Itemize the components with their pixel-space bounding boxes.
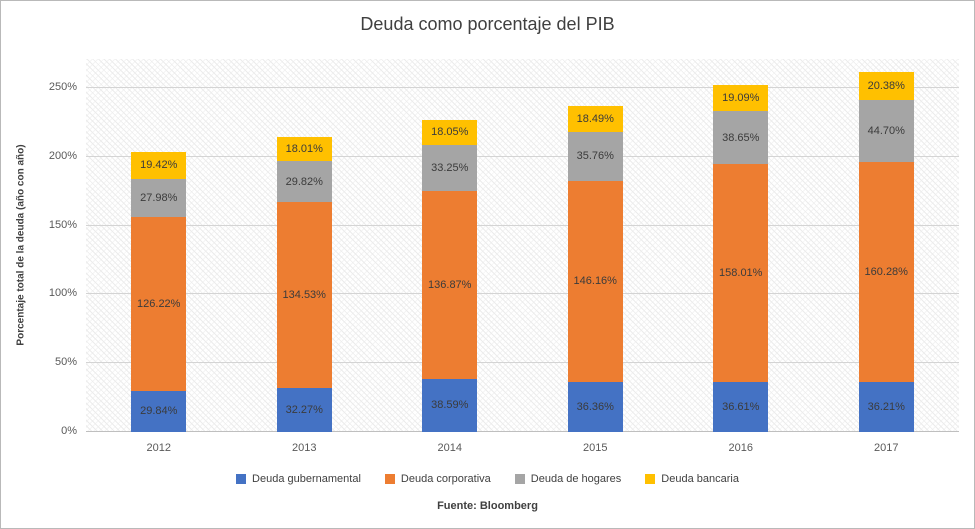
gridline bbox=[86, 362, 959, 364]
segment-data-label: 136.87% bbox=[428, 278, 472, 291]
segment-data-label: 18.05% bbox=[431, 126, 469, 139]
segment-data-label: 160.28% bbox=[864, 265, 908, 278]
chart-title: Deuda como porcentaje del PIB bbox=[360, 14, 615, 34]
legend-label: Deuda corporativa bbox=[400, 473, 491, 485]
bar-segment: 18.49% bbox=[567, 106, 623, 132]
bar-segment: 160.28% bbox=[858, 161, 914, 383]
segment-data-label: 36.21% bbox=[867, 401, 905, 414]
segment-data-label: 134.53% bbox=[282, 289, 326, 302]
y-tick-label: 150% bbox=[48, 218, 77, 231]
segment-data-label: 18.49% bbox=[576, 112, 614, 125]
legend-item: Deuda de hogares bbox=[514, 473, 622, 485]
source-note: Fuente: Bloomberg bbox=[437, 500, 538, 512]
bar-segment: 35.76% bbox=[567, 131, 623, 181]
bar-segment: 18.01% bbox=[276, 136, 332, 162]
x-tick-label: 2012 bbox=[146, 442, 171, 454]
segment-data-label: 38.59% bbox=[431, 399, 469, 412]
x-tick-label: 2017 bbox=[874, 442, 899, 454]
x-tick-label: 2013 bbox=[292, 442, 317, 454]
segment-data-label: 18.01% bbox=[285, 143, 323, 156]
bar-2015: 36.36% 146.16% 35.76% 18.49% bbox=[567, 106, 623, 432]
y-tick-label: 100% bbox=[48, 287, 77, 300]
segment-data-label: 20.38% bbox=[867, 80, 905, 93]
segment-data-label: 38.65% bbox=[722, 131, 760, 144]
legend-label: Deuda de hogares bbox=[530, 473, 622, 485]
segment-data-label: 29.82% bbox=[285, 175, 323, 188]
gridline bbox=[86, 431, 959, 432]
bar-segment: 18.05% bbox=[422, 119, 478, 145]
legend-marker-icon bbox=[645, 474, 656, 484]
legend-label: Deuda bancaria bbox=[661, 473, 739, 485]
y-axis-label: Porcentaje total de la deuda (año con añ… bbox=[15, 144, 27, 346]
plot-area: 29.84% 126.22% 27.98% 19.42% 32.27% 134.53% 29… bbox=[86, 59, 959, 432]
bar-segment: 20.38% bbox=[858, 72, 914, 101]
x-tick-label: 2016 bbox=[728, 442, 753, 454]
bar-segment: 126.22% bbox=[131, 217, 187, 391]
bar-segment: 136.87% bbox=[422, 190, 478, 379]
y-tick-label: 0% bbox=[61, 425, 77, 437]
bar-segment: 36.61% bbox=[713, 381, 769, 432]
bar-segment: 36.36% bbox=[567, 381, 623, 432]
bar-segment: 29.84% bbox=[131, 390, 187, 432]
y-tick-label: 200% bbox=[48, 149, 77, 162]
bar-2014: 38.59% 136.87% 33.25% 18.05% bbox=[422, 119, 478, 432]
bar-segment: 19.09% bbox=[713, 84, 769, 111]
segment-data-label: 27.98% bbox=[140, 191, 178, 204]
segment-data-label: 33.25% bbox=[431, 161, 469, 174]
segment-data-label: 29.84% bbox=[140, 405, 178, 418]
legend-item: Deuda corporativa bbox=[384, 473, 491, 485]
segment-data-label: 44.70% bbox=[867, 124, 905, 137]
bar-segment: 19.42% bbox=[131, 152, 187, 179]
bar-segment: 44.70% bbox=[858, 100, 914, 162]
segment-data-label: 19.09% bbox=[722, 91, 760, 104]
x-tick-label: 2014 bbox=[437, 442, 462, 454]
bar-segment: 32.27% bbox=[276, 387, 332, 432]
bar-2016: 36.61% 158.01% 38.65% 19.09% bbox=[713, 84, 769, 432]
bar-segment: 27.98% bbox=[131, 178, 187, 218]
legend-item: Deuda bancaria bbox=[645, 473, 739, 485]
gridline bbox=[86, 293, 959, 295]
bar-segment: 29.82% bbox=[276, 161, 332, 203]
bar-segment: 38.59% bbox=[422, 378, 478, 432]
legend: Deuda gubernamental Deuda corporativa Deud… bbox=[1, 473, 974, 485]
y-tick-label: 250% bbox=[48, 80, 77, 93]
bar-segment: 146.16% bbox=[567, 180, 623, 382]
y-tick-label: 50% bbox=[54, 356, 77, 369]
segment-data-label: 36.36% bbox=[576, 400, 614, 413]
legend-item: Deuda gubernamental bbox=[236, 473, 361, 485]
legend-label: Deuda gubernamental bbox=[252, 473, 361, 485]
gridline bbox=[86, 86, 959, 88]
bar-segment: 158.01% bbox=[713, 164, 769, 382]
segment-data-label: 35.76% bbox=[576, 150, 614, 163]
gridline bbox=[86, 224, 959, 226]
bar-segment: 134.53% bbox=[276, 202, 332, 388]
gridline bbox=[86, 155, 959, 157]
bar-2017: 36.21% 160.28% 44.70% 20.38% bbox=[858, 72, 914, 432]
bar-2013: 32.27% 134.53% 29.82% 18.01% bbox=[276, 136, 332, 432]
segment-data-label: 32.27% bbox=[285, 403, 323, 416]
bar-segment: 38.65% bbox=[713, 110, 769, 165]
segment-data-label: 36.61% bbox=[722, 400, 760, 413]
segment-data-label: 19.42% bbox=[140, 159, 178, 172]
legend-marker-icon bbox=[384, 474, 395, 484]
x-tick-label: 2015 bbox=[583, 442, 608, 454]
bar-segment: 33.25% bbox=[422, 144, 478, 191]
bar-2012: 29.84% 126.22% 27.98% 19.42% bbox=[131, 152, 187, 432]
segment-data-label: 126.22% bbox=[137, 298, 181, 311]
bar-segment: 36.21% bbox=[858, 382, 914, 432]
legend-marker-icon bbox=[514, 474, 525, 484]
legend-marker-icon bbox=[236, 474, 247, 484]
segment-data-label: 158.01% bbox=[719, 266, 763, 279]
segment-data-label: 146.16% bbox=[573, 275, 617, 288]
